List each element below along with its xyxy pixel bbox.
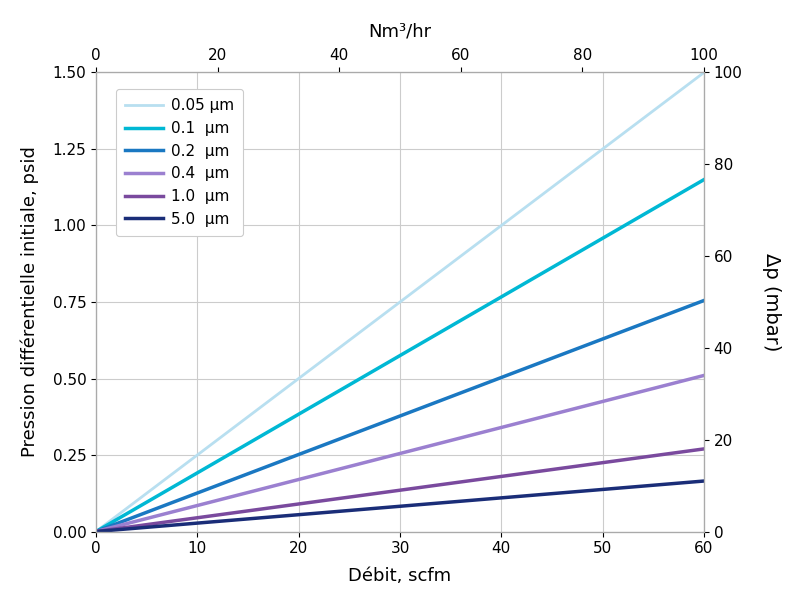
1.0  μm: [699, 445, 709, 452]
0.4  μm: [604, 396, 614, 403]
0.05 μm: [453, 255, 462, 262]
0.2  μm: [642, 318, 652, 326]
0.05 μm: [94, 526, 103, 533]
5.0  μm: [699, 477, 709, 484]
0.1  μm: [94, 527, 103, 534]
0.1  μm: [453, 318, 462, 326]
0.4  μm: [94, 527, 103, 535]
0.1  μm: [642, 209, 652, 216]
0.2  μm: [451, 391, 461, 399]
0.2  μm: [699, 297, 709, 304]
Legend: 0.05 μm, 0.1  μm, 0.2  μm, 0.4  μm, 1.0  μm, 5.0  μm: 0.05 μm, 0.1 μm, 0.2 μm, 0.4 μm, 1.0 μm,…: [116, 89, 243, 236]
Line: 5.0  μm: 5.0 μm: [96, 481, 704, 532]
Y-axis label: Δp (mbar): Δp (mbar): [762, 253, 781, 351]
1.0  μm: [642, 453, 652, 460]
0.2  μm: [94, 527, 103, 535]
0.05 μm: [642, 112, 652, 119]
0.1  μm: [451, 320, 461, 327]
0.4  μm: [453, 435, 462, 442]
0.4  μm: [463, 432, 473, 440]
0.1  μm: [91, 528, 101, 535]
0.05 μm: [604, 141, 614, 148]
0.2  μm: [91, 528, 101, 535]
0.1  μm: [463, 312, 473, 320]
1.0  μm: [94, 528, 103, 535]
0.2  μm: [463, 387, 473, 394]
0.4  μm: [642, 387, 652, 394]
0.2  μm: [453, 390, 462, 397]
1.0  μm: [453, 479, 462, 486]
1.0  μm: [463, 477, 473, 484]
0.4  μm: [451, 435, 461, 443]
5.0  μm: [604, 486, 614, 493]
X-axis label: Débit, scfm: Débit, scfm: [349, 567, 451, 585]
5.0  μm: [642, 482, 652, 489]
Line: 0.2  μm: 0.2 μm: [96, 300, 704, 532]
1.0  μm: [451, 479, 461, 486]
0.05 μm: [699, 69, 709, 76]
5.0  μm: [91, 528, 101, 535]
0.1  μm: [604, 231, 614, 239]
0.05 μm: [451, 256, 461, 263]
0.4  μm: [699, 372, 709, 379]
Line: 1.0  μm: 1.0 μm: [96, 449, 704, 532]
5.0  μm: [451, 498, 461, 506]
5.0  μm: [94, 528, 103, 535]
Y-axis label: Pression différentielle initiale, psid: Pression différentielle initiale, psid: [20, 147, 38, 457]
0.2  μm: [604, 333, 614, 341]
1.0  μm: [91, 528, 101, 535]
5.0  μm: [463, 497, 473, 504]
5.0  μm: [453, 498, 462, 505]
1.0  μm: [604, 458, 614, 466]
Line: 0.4  μm: 0.4 μm: [96, 376, 704, 532]
Line: 0.05 μm: 0.05 μm: [96, 72, 704, 532]
0.4  μm: [91, 528, 101, 535]
0.05 μm: [91, 528, 101, 535]
Line: 0.1  μm: 0.1 μm: [96, 179, 704, 532]
X-axis label: Nm³/hr: Nm³/hr: [369, 22, 431, 40]
0.1  μm: [699, 176, 709, 183]
0.05 μm: [463, 247, 473, 254]
